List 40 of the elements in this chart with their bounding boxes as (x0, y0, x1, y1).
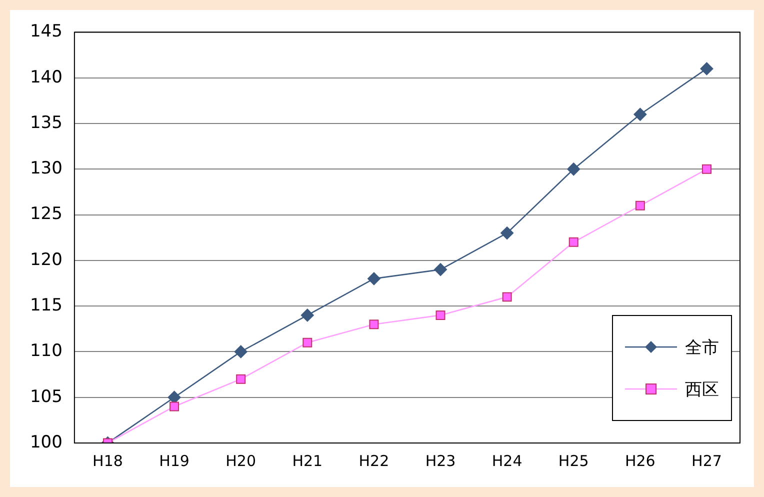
legend-label: 全市 (685, 336, 719, 358)
point (168, 390, 181, 404)
y-tick-label: 120 (30, 250, 62, 270)
x-tick-label: H26 (624, 452, 656, 470)
x-tick-label: H19 (159, 452, 190, 470)
point (300, 308, 314, 322)
point (700, 62, 714, 76)
y-tick-label: 110 (30, 341, 62, 362)
y-tick-label: 100 (30, 432, 62, 452)
point (702, 164, 712, 174)
y-tick-label: 115 (30, 295, 62, 316)
y-tick-label: 105 (30, 386, 62, 407)
y-tick-label: 145 (30, 22, 62, 42)
legend-label: 西区 (685, 378, 719, 400)
y-tick-label: 125 (30, 204, 62, 224)
y-tick-label: 130 (30, 158, 62, 179)
point (234, 345, 248, 358)
y-tick-label: 135 (30, 112, 62, 133)
point (367, 272, 380, 286)
point (302, 338, 312, 348)
x-tick-label: H18 (92, 452, 123, 470)
y-tick-label: 140 (30, 67, 62, 88)
point (436, 310, 446, 320)
x-tick-label: H22 (358, 452, 390, 470)
x-tick-label: H27 (692, 452, 722, 470)
x-tick-label: H23 (425, 452, 456, 470)
x-tick-label: H25 (558, 452, 589, 470)
point (236, 374, 246, 384)
point (568, 237, 578, 247)
x-tick-label: H24 (492, 452, 522, 470)
point (369, 320, 379, 330)
x-tick-label: H20 (226, 452, 256, 470)
point (634, 108, 647, 121)
point (434, 263, 447, 276)
point (500, 226, 514, 240)
point (567, 162, 580, 176)
point (502, 292, 512, 302)
point (170, 402, 180, 412)
point (635, 200, 645, 210)
x-tick-label: H21 (292, 452, 323, 470)
